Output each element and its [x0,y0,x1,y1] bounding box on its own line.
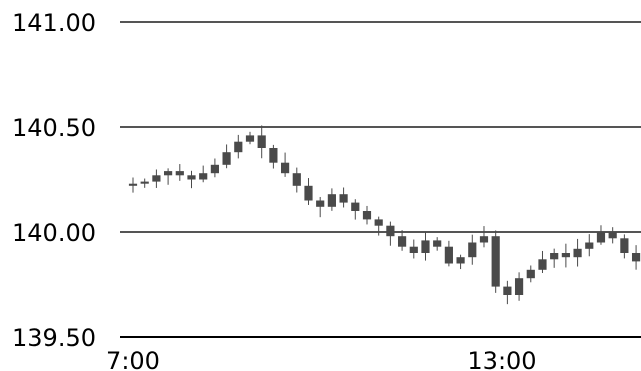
candle-body [585,242,594,249]
candle-body [339,194,348,203]
candle-body [234,141,243,153]
candle-body [491,236,500,287]
y-tick-label: 140.00 [12,219,96,247]
candle-body [538,259,547,270]
candle-body [573,248,582,258]
candle-body [199,173,208,180]
candle-body [245,135,255,142]
candle-body [316,200,325,207]
candle-body [327,194,336,207]
candle-body [596,232,606,243]
y-tick-label: 140.50 [12,114,96,142]
candle-body [222,152,231,165]
candle-body [503,286,512,295]
candle-body [631,253,641,262]
candle-body [608,232,617,239]
candle-body [386,225,395,237]
candle-body [444,246,453,264]
candle-body [514,278,524,295]
candles-layer [128,125,641,305]
candle-body [292,173,301,186]
candle-body [397,236,407,247]
candle-body [164,171,173,176]
candle-body [351,202,360,211]
candle-body [140,181,149,184]
candle-body [409,246,418,253]
candle-body [456,257,465,264]
candle-body [362,211,372,220]
axis-labels: 139.50140.00140.50141.007:0013:0019:001:… [12,9,537,371]
candle-body [374,219,383,226]
candle-body [479,236,489,243]
candle-body [269,148,278,163]
x-tick-label: 7:00 [106,347,160,371]
candle-body [187,175,196,180]
candle-body [175,171,184,176]
candle-body [526,269,535,279]
candle-body [620,238,629,253]
candle-body [210,164,219,174]
candle-body [257,135,266,148]
y-tick-label: 139.50 [12,324,96,352]
candle-body [421,240,430,253]
candle-body [433,240,442,247]
x-tick-label: 13:00 [467,347,536,371]
candle-body [128,183,138,186]
candle-body [561,253,570,258]
grid-layer [120,21,641,338]
candle-body [550,253,559,260]
candle-body [468,242,477,258]
candle-body [304,185,313,201]
y-tick-label: 141.00 [12,9,96,37]
candle-body [280,162,290,174]
candle-body [152,175,161,182]
